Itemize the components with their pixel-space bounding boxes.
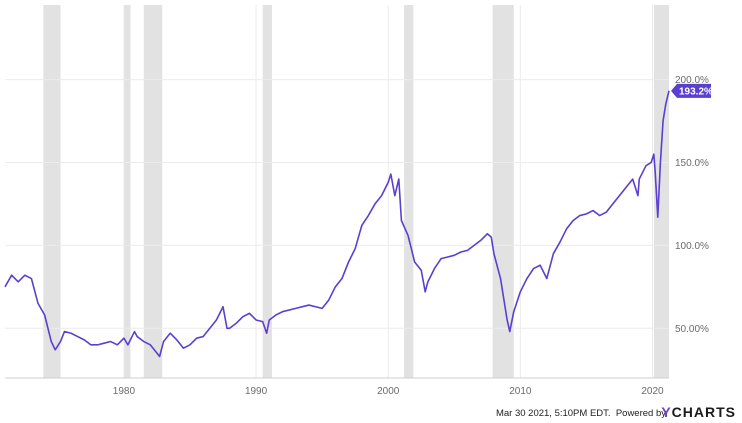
footer-attribution: Mar 30 2021, 5:10PM EDT. Powered by <box>496 408 666 419</box>
y-tick-label: 50.00% <box>675 324 709 335</box>
recession-bands <box>43 5 669 378</box>
powered-by: Powered by <box>615 408 666 419</box>
ycharts-logo[interactable]: YCHARTS <box>661 404 736 420</box>
x-tick-label: 1990 <box>245 386 268 397</box>
recession-band <box>404 5 414 378</box>
timestamp: Mar 30 2021, 5:10PM EDT. <box>495 408 611 419</box>
recession-band <box>262 5 272 378</box>
recession-band <box>43 5 61 378</box>
x-tick-label: 1980 <box>113 386 136 397</box>
series-line <box>4 90 670 358</box>
gridlines <box>5 5 669 378</box>
x-tick-label: 2000 <box>377 386 400 397</box>
y-axis-ticks: 50.00% 100.0% 150.0% 200.0% <box>675 75 709 335</box>
last-value-badge-bg <box>671 83 711 98</box>
y-tick-label: 200.0% <box>675 75 709 86</box>
y-tick-label: 150.0% <box>675 158 709 169</box>
x-axis-ticks: 1980 1990 2000 2010 2020 <box>113 386 664 397</box>
recession-band <box>492 5 514 378</box>
last-value-label: 193.2% <box>679 86 713 97</box>
recession-band <box>123 5 131 378</box>
x-tick-label: 2010 <box>509 386 532 397</box>
recession-band <box>653 5 669 378</box>
footer: Mar 30 2021, 5:10PM EDT. Powered by YCHA… <box>0 403 742 423</box>
logo-text: CHARTS <box>671 404 736 420</box>
recession-band <box>143 5 163 378</box>
logo-y: Y <box>661 404 672 420</box>
chart: 1980 1990 2000 2010 2020 50.00% 100.0% 150.0% 2… <box>4 5 713 397</box>
x-tick-label: 2020 <box>641 386 664 397</box>
y-tick-label: 100.0% <box>675 241 709 252</box>
last-value-badge: 193.2% <box>671 83 713 98</box>
